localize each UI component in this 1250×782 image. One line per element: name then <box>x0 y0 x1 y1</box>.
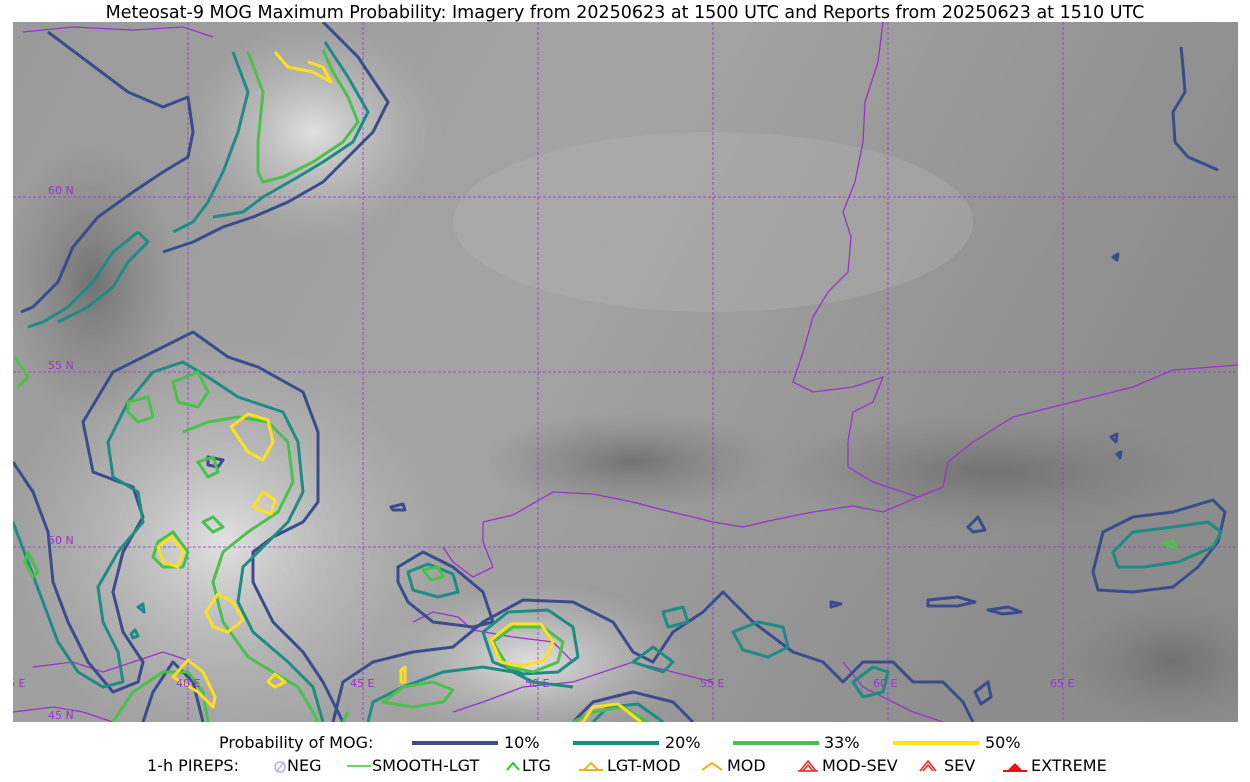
legend-label-50pct: 50% <box>985 733 1021 752</box>
double-caret-icon <box>919 759 937 772</box>
circle-slash-icon <box>274 761 286 773</box>
lon-label-55e: 55 E <box>700 677 724 690</box>
pirep-label-neg: NEG <box>287 756 322 775</box>
lon-label-35e: 35 E <box>13 677 25 690</box>
pirep-label-sev: SEV <box>944 756 976 775</box>
caret-icon <box>506 761 520 771</box>
pirep-label-mod-sev: MOD-SEV <box>822 756 898 775</box>
legend-line-50pct <box>893 741 979 745</box>
lon-label-60e: 60 E <box>873 677 897 690</box>
chart-title: Meteosat-9 MOG Maximum Probability: Imag… <box>105 3 1145 23</box>
pireps-legend-label: 1-h PIREPS: <box>147 756 239 775</box>
lat-label-50n: 50 N <box>48 534 74 547</box>
pirep-label-smooth-lgt: SMOOTH-LGT <box>372 756 480 775</box>
legend-label-10pct: 10% <box>504 733 540 752</box>
probability-legend: Probability of MOG: 10% 20% 33% 50% <box>0 733 1250 755</box>
pirep-label-ltg: LTG <box>522 756 551 775</box>
legend-line-10pct <box>412 741 498 745</box>
lon-label-45e: 45 E <box>350 677 374 690</box>
pirep-label-mod: MOD <box>727 756 766 775</box>
caret-icon <box>701 761 723 771</box>
dash-icon <box>347 765 371 767</box>
lat-label-55n: 55 N <box>48 359 74 372</box>
probability-legend-label: Probability of MOG: <box>219 733 374 752</box>
contour-20pct <box>13 41 1223 722</box>
lon-label-50e: 50 E <box>525 677 549 690</box>
legend-line-33pct <box>733 741 819 745</box>
satellite-map: 60 N 55 N 50 N 45 N 35 E 40 E 45 E 50 E … <box>13 22 1238 722</box>
legend-line-20pct <box>573 741 659 745</box>
legend-label-20pct: 20% <box>665 733 701 752</box>
pireps-legend: 1-h PIREPS: NEG SMOOTH-LGT LTG LGT-MOD M… <box>0 756 1250 778</box>
pirep-label-lgt-mod: LGT-MOD <box>607 756 681 775</box>
legend-label-33pct: 33% <box>824 733 860 752</box>
pirep-label-extreme: EXTREME <box>1031 756 1107 775</box>
map-labels: 60 N 55 N 50 N 45 N 35 E 40 E 45 E 50 E … <box>13 184 1074 722</box>
lat-label-60n: 60 N <box>48 184 74 197</box>
contour-50pct <box>156 51 642 722</box>
graticule <box>13 22 1238 722</box>
double-caret-icon <box>798 759 818 772</box>
lat-label-45n: 45 N <box>48 709 74 722</box>
lon-label-65e: 65 E <box>1050 677 1074 690</box>
filled-caret-icon <box>1003 763 1027 772</box>
caret-bar-icon <box>579 761 603 771</box>
lon-label-40e: 40 E <box>176 677 200 690</box>
